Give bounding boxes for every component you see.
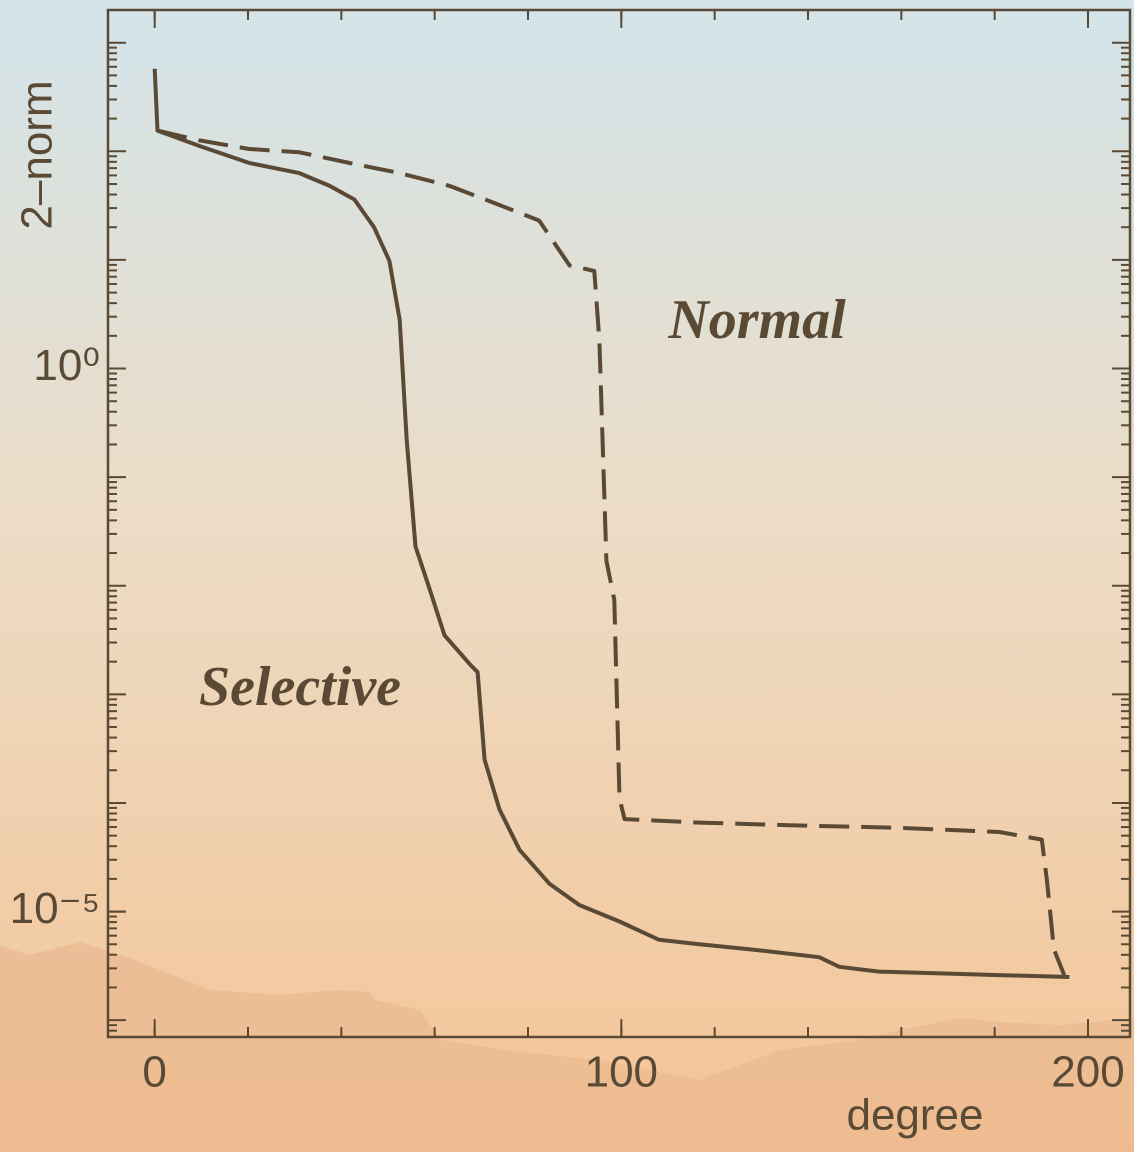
y-axis-label: 2–norm: [13, 80, 62, 229]
series-line: [157, 128, 1067, 976]
series-line: [152, 68, 1070, 979]
annotation: Normal: [667, 289, 846, 351]
x-axis-label: degree: [846, 1091, 983, 1140]
dunes: [0, 942, 1134, 1152]
x-tick-label: 100: [585, 1048, 658, 1097]
y-tick-label: 10⁰: [33, 341, 100, 390]
y-tick-label: 10⁻⁵: [10, 884, 100, 933]
x-tick-label: 200: [1051, 1048, 1124, 1097]
plot-frame: [106, 8, 1132, 1039]
x-tick-label: 0: [142, 1048, 166, 1097]
annotation: Selective: [199, 656, 401, 718]
